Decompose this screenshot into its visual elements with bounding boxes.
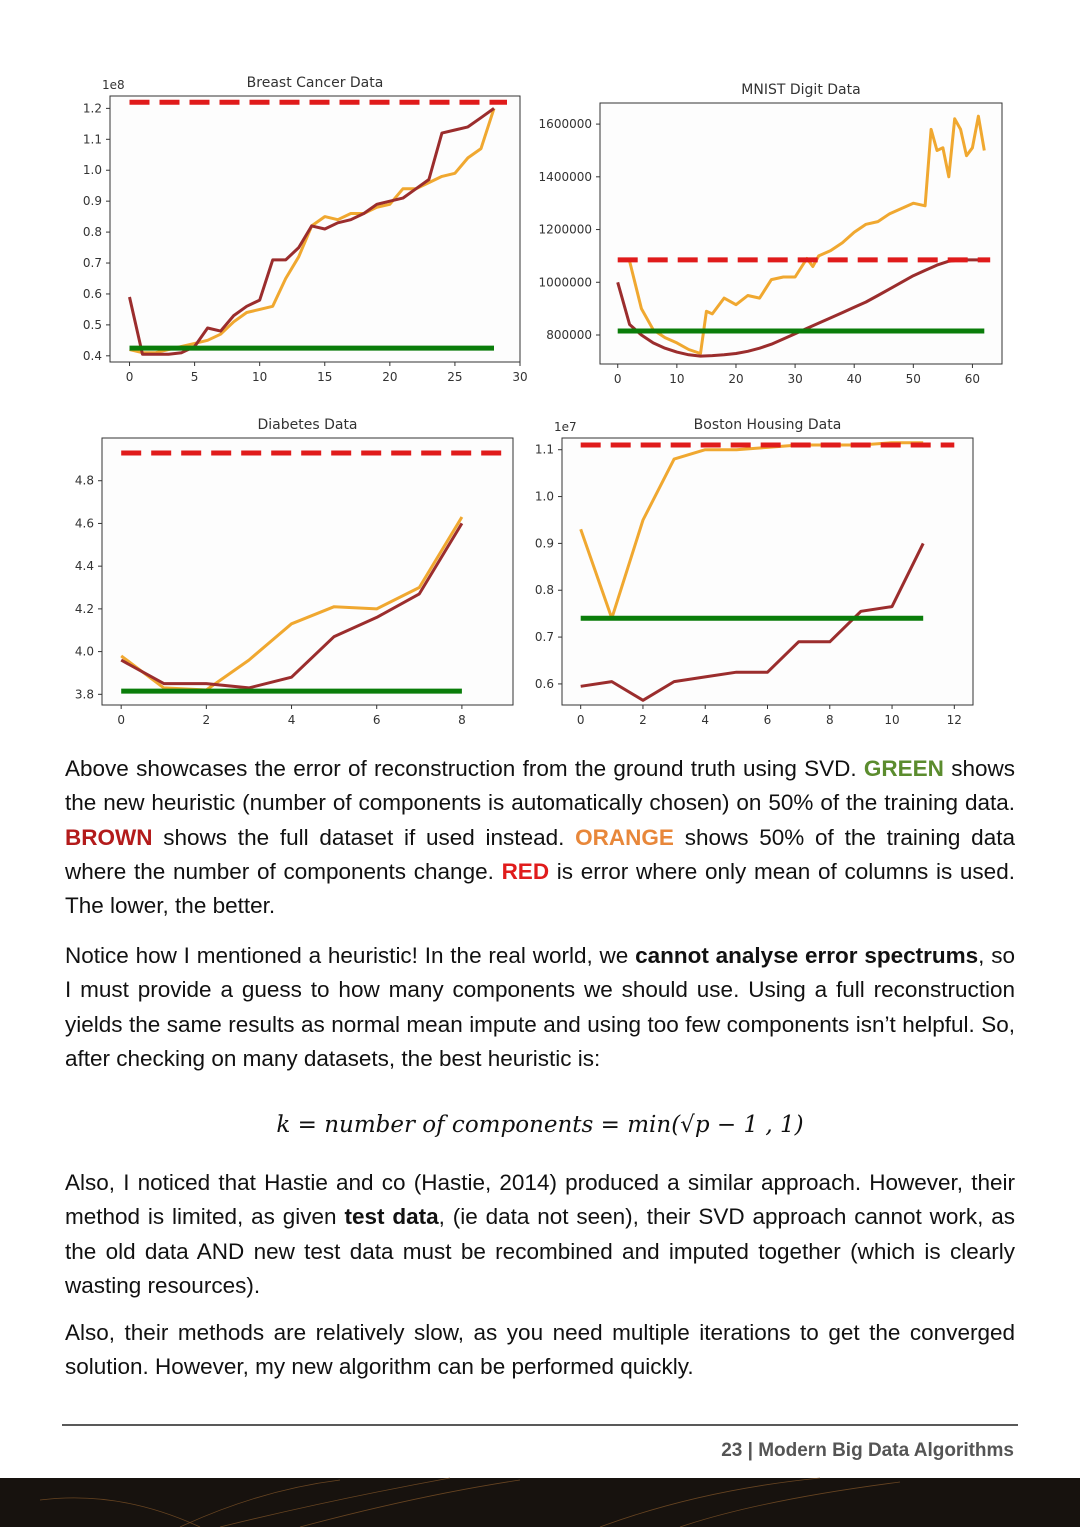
x-tick-label: 0 (126, 370, 134, 384)
y-tick-label: 0.6 (83, 287, 102, 301)
x-tick-label: 25 (447, 370, 462, 384)
y-tick-label: 800000 (546, 328, 592, 342)
plot-area (561, 437, 974, 706)
text: BROWN (65, 824, 153, 850)
y-tick-label: 0.8 (535, 583, 554, 597)
y-tick-label: 0.7 (83, 256, 102, 270)
y-tick-label: 0.4 (83, 349, 102, 363)
x-tick-label: 0 (614, 372, 622, 386)
y-tick-label: 3.8 (75, 687, 94, 701)
x-tick-label: 20 (382, 370, 397, 384)
axis-offset-label: 1e8 (102, 78, 125, 92)
x-tick-label: 50 (906, 372, 921, 386)
plot-area (109, 95, 521, 363)
chart-title: Boston Housing Data (694, 417, 842, 433)
y-tick-label: 1.0 (83, 163, 102, 177)
y-tick-label: 1.1 (535, 443, 554, 457)
x-tick-label: 6 (373, 713, 381, 727)
chart-title: Diabetes Data (257, 417, 357, 433)
text: , so I must provide a guess to how many … (65, 943, 1015, 1071)
y-tick-label: 4.4 (75, 559, 94, 573)
y-tick-label: 1.0 (535, 490, 554, 504)
x-tick-label: 0 (577, 713, 585, 727)
axis-offset-label: 1e7 (554, 420, 577, 434)
x-tick-label: 60 (965, 372, 980, 386)
text: cannot analyse error spectrums (635, 943, 979, 968)
x-tick-label: 2 (639, 713, 647, 727)
y-tick-label: 1200000 (539, 223, 592, 237)
x-tick-label: 30 (787, 372, 802, 386)
y-tick-label: 1000000 (539, 275, 592, 289)
x-tick-label: 12 (947, 713, 962, 727)
text: is error where only mean of columns is u… (65, 858, 1015, 919)
series-line (580, 542, 925, 702)
x-tick-label: 15 (317, 370, 332, 384)
text: shows 50% of the training data where the… (65, 824, 1015, 884)
y-tick-label: 0.9 (535, 536, 554, 550)
plot-area (101, 437, 514, 706)
x-tick-label: 8 (458, 713, 466, 727)
y-tick-label: 0.8 (83, 225, 102, 239)
x-tick-label: 2 (203, 713, 211, 727)
x-tick-label: 30 (512, 370, 527, 384)
text: Notice how I mentioned a heuristic! In t… (65, 943, 629, 968)
series-line (120, 522, 464, 690)
footer-band (0, 1478, 1080, 1527)
y-tick-label: 4.8 (75, 474, 94, 488)
x-tick-label: 4 (288, 713, 296, 727)
x-tick-label: 8 (826, 713, 834, 727)
x-tick-label: 10 (884, 713, 899, 727)
text: shows the new heuristic (number of compo… (65, 756, 1015, 816)
chart-title: Breast Cancer Data (247, 75, 384, 91)
series-line (628, 114, 986, 355)
paragraph: Above showcases the error of reconstruct… (65, 752, 1015, 923)
y-tick-label: 1600000 (539, 117, 592, 131)
footer: 23 | Modern Big Data Algorithms (721, 1440, 1014, 1461)
y-tick-label: 1.1 (83, 132, 102, 146)
text: , (ie data not seen), their SVD approach… (65, 1204, 1015, 1298)
paragraph: Notice how I mentioned a heuristic! In t… (65, 939, 1015, 1076)
x-tick-label: 4 (701, 713, 709, 727)
chart-title: MNIST Digit Data (741, 82, 860, 98)
text: Above showcases the error of reconstruct… (65, 756, 857, 781)
paragraph: Also, I noticed that Hastie and co (Hast… (65, 1166, 1015, 1303)
y-tick-label: 0.5 (83, 318, 102, 332)
y-tick-label: 0.6 (535, 677, 554, 691)
x-tick-label: 6 (764, 713, 772, 727)
text: RED (501, 858, 550, 884)
text: Also, I noticed that Hastie and co (Hast… (65, 1170, 1015, 1230)
y-tick-label: 4.2 (75, 602, 94, 616)
y-tick-label: 4.6 (75, 516, 94, 530)
y-tick-label: 1400000 (539, 170, 592, 184)
text: ORANGE (575, 824, 674, 850)
plot-area (599, 102, 1003, 365)
x-tick-label: 10 (669, 372, 684, 386)
x-tick-label: 10 (252, 370, 267, 384)
paragraph: Also, their methods are relatively slow,… (65, 1320, 1015, 1380)
text: test data (344, 1204, 439, 1230)
x-tick-label: 0 (117, 713, 125, 727)
formula: k = number of components = min(√p − 1 , … (276, 1112, 804, 1138)
y-tick-label: 0.9 (83, 194, 102, 208)
x-tick-label: 40 (847, 372, 862, 386)
y-tick-label: 4.0 (75, 645, 94, 659)
text: GREEN (863, 756, 944, 781)
text: shows the full dataset if used instead. (163, 824, 565, 850)
y-tick-label: 0.7 (535, 630, 554, 644)
footer-decoration (39, 1477, 901, 1527)
y-tick-label: 1.2 (83, 101, 102, 115)
x-tick-label: 5 (191, 370, 199, 384)
x-tick-label: 20 (728, 372, 743, 386)
